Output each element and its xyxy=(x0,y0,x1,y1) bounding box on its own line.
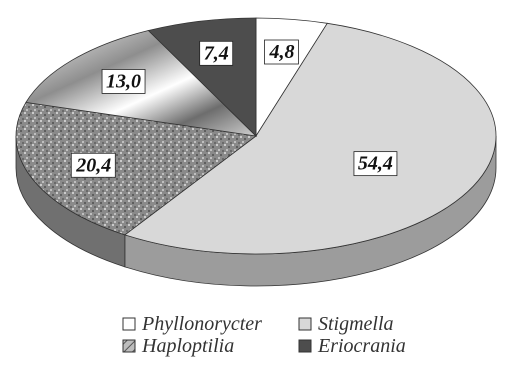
data-label-2: 54,4 xyxy=(358,153,393,175)
legend-label-4: Eriocrania xyxy=(317,335,406,357)
data-label-box-5 xyxy=(199,40,234,66)
pie-slice-3 xyxy=(15,101,258,236)
data-label-4: 13,0 xyxy=(106,70,141,92)
data-label-box-2 xyxy=(353,151,398,177)
data-label-1: 4,8 xyxy=(268,41,294,63)
data-label-box-1 xyxy=(264,39,299,65)
data-label-box-3 xyxy=(70,152,116,178)
legend-label-1: Phyllonorycter xyxy=(141,313,262,335)
legend-swatch-1 xyxy=(122,317,136,331)
data-label-box-4 xyxy=(101,69,146,94)
legend-label-2: Stigmella xyxy=(318,313,394,335)
legend-swatch-3 xyxy=(122,339,136,353)
legend-label-3: Haploptilia xyxy=(141,335,234,357)
legend-swatch-2 xyxy=(298,317,312,331)
legend-swatch-4 xyxy=(298,339,312,353)
pie-slice-2 xyxy=(124,22,497,255)
data-label-5: 7,4 xyxy=(204,42,229,64)
data-label-3: 20,4 xyxy=(75,154,111,176)
